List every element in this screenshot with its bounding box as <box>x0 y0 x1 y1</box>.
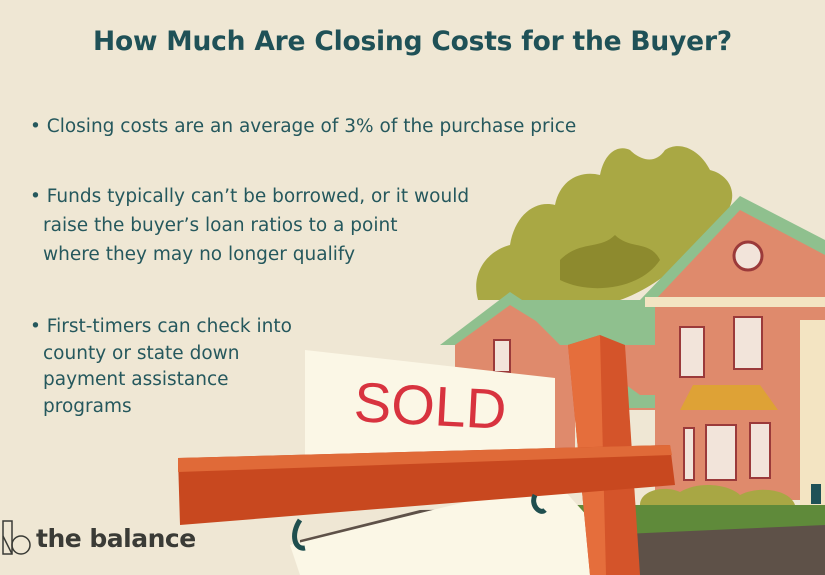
bullet-line: where they may no longer qualify <box>43 244 356 265</box>
sold-sign-text: SOLD <box>352 370 508 441</box>
brand-name: the balance <box>36 523 196 553</box>
bullet-line: raise the buyer’s loan ratios to a point <box>43 215 398 236</box>
page-title: How Much Are Closing Costs for the Buyer… <box>93 26 732 57</box>
bullet-line: programs <box>43 395 132 417</box>
sold-sign: SOLD <box>178 335 675 575</box>
bullet-item: • First-timers can check into county or … <box>30 314 292 420</box>
bullet-line: payment assistance <box>43 369 229 390</box>
bullet-line: • First-timers can check into <box>30 316 292 337</box>
bullet-item: • Funds typically can’t be borrowed, or … <box>30 182 469 269</box>
bullet-line: county or state down <box>43 342 240 364</box>
balance-logo-icon <box>2 520 31 555</box>
bullet-item: • Closing costs are an average of 3% of … <box>30 112 576 141</box>
tree <box>476 146 733 300</box>
bullet-line: • Funds typically can’t be borrowed, or … <box>30 186 470 207</box>
bullet-line: • Closing costs are an average of 3% of … <box>30 116 577 137</box>
brand-logo: the balance <box>2 520 196 556</box>
